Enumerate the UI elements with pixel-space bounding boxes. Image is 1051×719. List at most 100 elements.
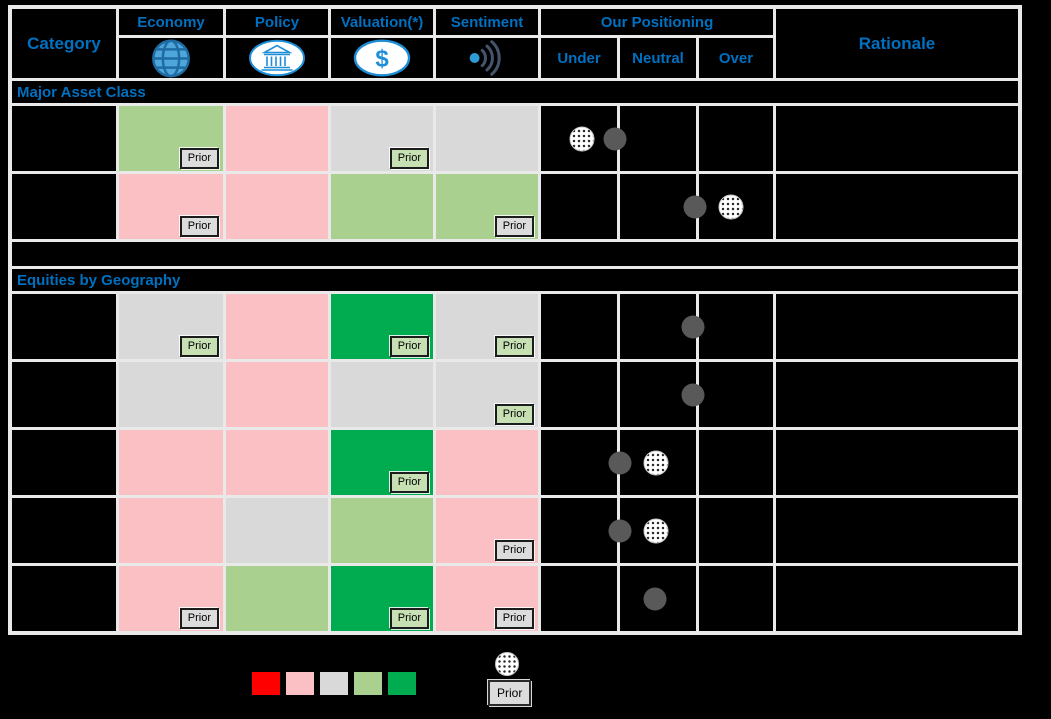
prior-position-dot bbox=[718, 194, 744, 219]
rating-cell-economy bbox=[119, 362, 223, 427]
current-position-dot bbox=[643, 587, 667, 610]
spacer-row bbox=[12, 242, 1018, 266]
column-divider bbox=[617, 362, 620, 427]
prior-badge: Prior bbox=[179, 148, 219, 169]
column-divider bbox=[696, 498, 699, 563]
rating-cell-policy bbox=[226, 294, 328, 359]
rating-cell-economy bbox=[119, 498, 223, 563]
rating-cell-economy: Prior bbox=[119, 294, 223, 359]
positioning-under-header: Under bbox=[541, 38, 617, 78]
column-divider bbox=[617, 174, 620, 239]
current-position-dot bbox=[608, 519, 632, 542]
prior-badge: Prior bbox=[494, 608, 534, 629]
category-cell bbox=[12, 430, 116, 495]
allocation-table: Category Economy Policy Valuation(*) Sen… bbox=[8, 5, 1022, 635]
rating-cell-valuation bbox=[331, 362, 433, 427]
positioning-neutral-header: Neutral bbox=[620, 38, 696, 78]
rating-cell-sentiment bbox=[436, 106, 538, 171]
positioning-header: Our Positioning bbox=[541, 9, 773, 35]
prior-badge: Prior bbox=[494, 540, 534, 561]
rating-cell-valuation: Prior bbox=[331, 106, 433, 171]
positioning-cell bbox=[541, 362, 773, 427]
current-position-dot bbox=[683, 195, 707, 218]
prior-badge: Prior bbox=[389, 608, 429, 629]
rationale-header: Rationale bbox=[776, 9, 1018, 78]
category-cell bbox=[12, 174, 116, 239]
legend: Prior bbox=[0, 645, 1051, 719]
current-position-dot bbox=[681, 383, 705, 406]
column-divider bbox=[696, 106, 699, 171]
svg-text:$: $ bbox=[375, 46, 389, 73]
legend-swatch-very-positive bbox=[388, 672, 416, 695]
positioning-cell bbox=[541, 294, 773, 359]
rating-cell-valuation bbox=[331, 174, 433, 239]
prior-badge: Prior bbox=[179, 608, 219, 629]
current-position-dot bbox=[681, 315, 705, 338]
factor-header-sentiment: Sentiment bbox=[436, 9, 538, 35]
positioning-over-header: Over bbox=[699, 38, 773, 78]
legend-swatch-negative bbox=[286, 672, 314, 695]
rating-cell-policy bbox=[226, 430, 328, 495]
positioning-cell bbox=[541, 174, 773, 239]
prior-badge: Prior bbox=[179, 216, 219, 237]
prior-badge: Prior bbox=[179, 336, 219, 357]
column-divider bbox=[696, 566, 699, 631]
rating-cell-economy: Prior bbox=[119, 566, 223, 631]
rating-cell-sentiment: Prior bbox=[436, 498, 538, 563]
category-cell bbox=[12, 106, 116, 171]
rationale-cell bbox=[776, 294, 1018, 359]
legend-swatch-positive bbox=[354, 672, 382, 695]
legend-swatch-very-negative bbox=[252, 672, 280, 695]
rating-cell-valuation: Prior bbox=[331, 566, 433, 631]
section-title: Equities by Geography bbox=[12, 269, 1018, 291]
rating-cell-valuation bbox=[331, 498, 433, 563]
factor-header-policy: Policy bbox=[226, 9, 328, 35]
positioning-cell bbox=[541, 106, 773, 171]
rating-cell-economy: Prior bbox=[119, 106, 223, 171]
prior-position-dot bbox=[569, 126, 595, 151]
prior-badge: Prior bbox=[494, 404, 534, 425]
current-position-dot bbox=[603, 127, 627, 150]
prior-position-dot bbox=[643, 518, 669, 543]
positioning-cell bbox=[541, 430, 773, 495]
prior-badge: Prior bbox=[389, 148, 429, 169]
rationale-cell bbox=[776, 498, 1018, 563]
rating-cell-sentiment: Prior bbox=[436, 362, 538, 427]
rating-cell-valuation: Prior bbox=[331, 294, 433, 359]
rating-cell-sentiment: Prior bbox=[436, 174, 538, 239]
section-title: Major Asset Class bbox=[12, 81, 1018, 103]
factor-header-economy: Economy bbox=[119, 9, 223, 35]
rationale-cell bbox=[776, 430, 1018, 495]
prior-badge-legend: Prior bbox=[488, 680, 532, 706]
rating-cell-sentiment: Prior bbox=[436, 566, 538, 631]
rationale-cell bbox=[776, 566, 1018, 631]
positioning-cell bbox=[541, 566, 773, 631]
prior-badge: Prior bbox=[389, 472, 429, 493]
factor-header-valuation: Valuation(*) bbox=[331, 9, 433, 35]
rating-cell-sentiment bbox=[436, 430, 538, 495]
rating-cell-policy bbox=[226, 498, 328, 563]
category-cell bbox=[12, 294, 116, 359]
rating-cell-policy bbox=[226, 362, 328, 427]
current-position-dot bbox=[608, 451, 632, 474]
dollar-icon: $ bbox=[331, 38, 433, 78]
rationale-cell bbox=[776, 174, 1018, 239]
signal-icon bbox=[436, 38, 538, 78]
category-cell bbox=[12, 362, 116, 427]
rating-cell-policy bbox=[226, 106, 328, 171]
positioning-cell bbox=[541, 498, 773, 563]
rating-cell-sentiment: Prior bbox=[436, 294, 538, 359]
rationale-cell bbox=[776, 106, 1018, 171]
category-header: Category bbox=[12, 9, 116, 78]
rating-scale-legend bbox=[252, 672, 416, 695]
rating-cell-economy: Prior bbox=[119, 174, 223, 239]
legend-swatch-neutral bbox=[320, 672, 348, 695]
globe-icon bbox=[119, 38, 223, 78]
rating-cell-valuation: Prior bbox=[331, 430, 433, 495]
category-cell bbox=[12, 566, 116, 631]
prior-position-marker-legend bbox=[495, 652, 519, 676]
prior-position-dot bbox=[643, 450, 669, 475]
rationale-cell bbox=[776, 362, 1018, 427]
rating-cell-policy bbox=[226, 566, 328, 631]
